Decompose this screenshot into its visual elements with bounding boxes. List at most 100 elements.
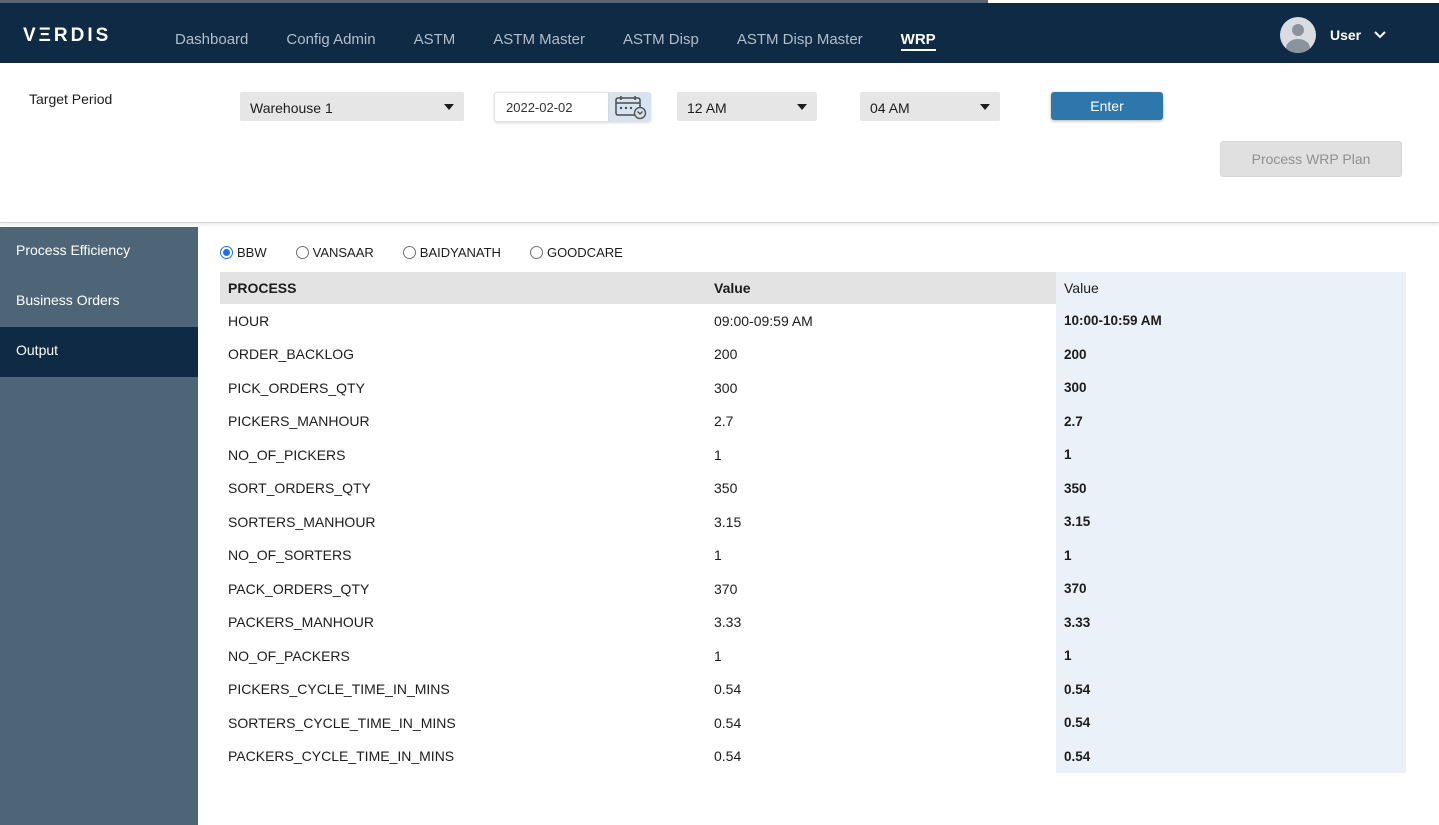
to-time-select[interactable]: 04 AM (860, 92, 1000, 121)
process-cell: PICK_ORDERS_QTY (228, 379, 365, 396)
date-input[interactable] (495, 93, 608, 121)
process-cell: PACK_ORDERS_QTY (228, 580, 370, 597)
radio-goodcare[interactable]: GOODCARE (529, 245, 623, 260)
table-row: SORTERS_CYCLE_TIME_IN_MINS 0.54 0.54 (220, 706, 1406, 740)
target-period-label: Target Period (29, 91, 113, 107)
output-table: PROCESS Value Value HOUR 09:00-09:59 AM 10… (220, 272, 1406, 773)
table-row: PICK_ORDERS_QTY 300 300 (220, 371, 1406, 405)
caret-down-icon (797, 104, 807, 110)
value-cell: 10:00-10:59 AM (1056, 304, 1406, 338)
process-cell: PICKERS_CYCLE_TIME_IN_MINS (228, 681, 450, 698)
value-cell: 1 (714, 446, 722, 463)
header-value: Value (1056, 272, 1406, 304)
radio-button[interactable] (220, 246, 233, 259)
caret-down-icon (444, 104, 454, 110)
value-cell: 09:00-09:59 AM (714, 312, 813, 329)
table-header-row: PROCESS Value Value (220, 272, 1406, 304)
radio-label: VANSAAR (312, 245, 374, 260)
enter-button[interactable]: Enter (1051, 92, 1163, 120)
table-row: PICKERS_CYCLE_TIME_IN_MINS 0.54 0.54 (220, 672, 1406, 706)
radio-button[interactable] (402, 246, 416, 259)
value-cell: 0.54 (714, 681, 742, 698)
radio-baidyanath[interactable]: BAIDYANATH (402, 245, 501, 260)
value-cell: 200 (714, 346, 738, 363)
value-cell: 2.7 (714, 413, 734, 430)
table-row: PACKERS_CYCLE_TIME_IN_MINS 0.54 0.54 (220, 739, 1406, 773)
table-row: NO_OF_SORTERS 1 1 (220, 538, 1406, 572)
value-cell: 350 (714, 480, 738, 497)
table-row: SORTERS_MANHOUR 3.15 3.15 (220, 505, 1406, 539)
value-cell: 370 (1056, 572, 1406, 606)
nav-astm-disp[interactable]: ASTM Disp (622, 31, 699, 48)
from-time-select[interactable]: 12 AM (677, 92, 817, 121)
radio-button[interactable] (295, 246, 309, 259)
table-body: HOUR 09:00-09:59 AM 10:00-10:59 AM ORDER_BA… (220, 304, 1406, 773)
table-row: PACK_ORDERS_QTY 370 370 (220, 572, 1406, 606)
calendar-icon[interactable] (608, 93, 651, 121)
process-cell: NO_OF_SORTERS (228, 547, 352, 564)
warehouse-select[interactable]: Warehouse 1 (240, 92, 464, 121)
process-cell: NO_OF_PICKERS (228, 446, 346, 463)
value-cell: 0.54 (1056, 739, 1406, 773)
top-nav-bar: VΞRDIS Dashboard Config Admin ASTM ASTM … (0, 0, 1439, 63)
process-cell: PICKERS_MANHOUR (228, 413, 370, 430)
client-radio-group: BBW VANSAAR BAIDYANATH GOODCARE (220, 245, 652, 260)
sidebar-item-output[interactable]: Output (0, 327, 198, 377)
radio-button[interactable] (529, 246, 543, 259)
warehouse-select-value: Warehouse 1 (250, 100, 333, 116)
value-cell: 0.54 (714, 714, 742, 731)
user-avatar-icon[interactable] (1280, 17, 1316, 53)
radio-vansaar[interactable]: VANSAAR (295, 245, 374, 260)
value-cell: 3.15 (1056, 505, 1406, 539)
process-cell: SORT_ORDERS_QTY (228, 480, 371, 497)
value-cell: 0.54 (1056, 706, 1406, 740)
nav-wrp[interactable]: WRP (900, 31, 936, 51)
value-cell: 370 (714, 580, 738, 597)
to-time-value: 04 AM (870, 100, 910, 116)
table-row: PACKERS_MANHOUR 3.33 3.33 (220, 605, 1406, 639)
header-value: Value (706, 272, 1056, 304)
user-name[interactable]: User (1330, 27, 1362, 43)
value-cell: 0.54 (1056, 672, 1406, 706)
value-cell: 1 (1056, 438, 1406, 472)
value-cell: 1 (1056, 639, 1406, 673)
top-accent-line (0, 0, 988, 3)
process-wrp-plan-button[interactable]: Process WRP Plan (1220, 141, 1402, 177)
process-cell: NO_OF_PACKERS (228, 647, 350, 664)
radio-label: BAIDYANATH (419, 245, 501, 260)
output-panel: BBW VANSAAR BAIDYANATH GOODCARE PROCESS … (198, 227, 1439, 825)
nav-astm-disp-master[interactable]: ASTM Disp Master (736, 31, 863, 48)
value-cell: 3.33 (1056, 605, 1406, 639)
radio-label: GOODCARE (546, 245, 623, 260)
value-cell: 1 (714, 547, 722, 564)
table-row: HOUR 09:00-09:59 AM 10:00-10:59 AM (220, 304, 1406, 338)
value-cell: 300 (714, 379, 738, 396)
value-cell: 350 (1056, 471, 1406, 505)
process-cell: ORDER_BACKLOG (228, 346, 355, 363)
nav-dashboard[interactable]: Dashboard (175, 31, 249, 48)
date-picker[interactable] (494, 92, 651, 122)
value-cell: 0.54 (714, 748, 742, 765)
brand-logo[interactable]: VΞRDIS (23, 25, 112, 46)
table-row: NO_OF_PACKERS 1 1 (220, 639, 1406, 673)
user-menu[interactable]: User (1280, 17, 1387, 53)
nav-config-admin[interactable]: Config Admin (286, 31, 376, 48)
value-cell: 3.33 (714, 614, 742, 631)
value-cell: 3.15 (714, 513, 742, 530)
nav-astm-master[interactable]: ASTM Master (493, 31, 585, 48)
sidebar-item-process-efficiency[interactable]: Process Efficiency (0, 227, 198, 277)
chevron-down-icon[interactable] (1373, 30, 1387, 40)
sidebar-item-business-orders[interactable]: Business Orders (0, 277, 198, 327)
radio-label: BBW (237, 245, 267, 260)
caret-down-icon (980, 104, 990, 110)
sidebar: Process Efficiency Business Orders Outpu… (0, 227, 198, 825)
value-cell: 1 (714, 647, 722, 664)
from-time-value: 12 AM (687, 100, 727, 116)
process-cell: SORTERS_CYCLE_TIME_IN_MINS (228, 714, 456, 731)
value-cell: 2.7 (1056, 404, 1406, 438)
nav-astm[interactable]: ASTM (413, 31, 456, 48)
radio-bbw[interactable]: BBW (220, 245, 267, 260)
process-cell: SORTERS_MANHOUR (228, 513, 376, 530)
header-process: PROCESS (220, 272, 706, 304)
table-row: ORDER_BACKLOG 200 200 (220, 337, 1406, 371)
